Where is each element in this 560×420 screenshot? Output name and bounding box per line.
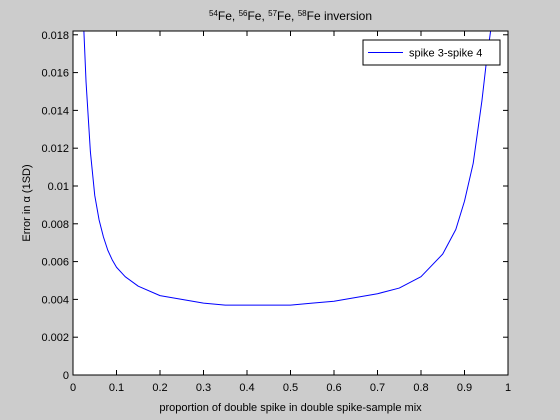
series-line-spike-3-spike-4 bbox=[83, 30, 492, 306]
x-tick-label: 0.6 bbox=[326, 382, 341, 394]
title-superscript: 58 bbox=[298, 9, 307, 18]
title-text: Fe, bbox=[277, 9, 298, 23]
x-tick-label: 0.5 bbox=[283, 382, 298, 394]
x-tick-label: 0.2 bbox=[152, 382, 167, 394]
x-tick-label: 0.3 bbox=[196, 382, 211, 394]
axis-ticks: 0 0.1 0.2 0.3 0.4 0.5 0.6 0.7 0.8 0.9 1 0 0.002 0.004… bbox=[41, 30, 511, 394]
y-tick-label: 0.018 bbox=[41, 30, 69, 42]
y-tick-label: 0.004 bbox=[41, 294, 69, 306]
y-tick-label: 0.01 bbox=[48, 181, 69, 193]
x-tick-label: 0.4 bbox=[239, 382, 254, 394]
x-tick-label: 0 bbox=[70, 382, 76, 394]
y-tick-label: 0 bbox=[63, 370, 69, 382]
chart-title: 54Fe, 56Fe, 57Fe, 58Fe inversion bbox=[209, 9, 372, 24]
x-tick-label: 0.1 bbox=[109, 382, 124, 394]
series-lines bbox=[83, 30, 492, 306]
title-text: Fe, bbox=[247, 9, 268, 23]
legend: spike 3-spike 4 bbox=[362, 39, 501, 66]
y-tick-label: 0.002 bbox=[41, 332, 69, 344]
x-tick-label: 1 bbox=[505, 382, 511, 394]
y-axis-label: Error in α (1SD) bbox=[21, 164, 33, 241]
title-superscript: 54 bbox=[209, 9, 218, 18]
title-text: Fe, bbox=[218, 9, 239, 23]
title-text: Fe inversion bbox=[307, 9, 372, 23]
legend-label: spike 3-spike 4 bbox=[409, 48, 482, 60]
x-tick-label: 0.7 bbox=[370, 382, 385, 394]
y-tick-label: 0.014 bbox=[41, 105, 69, 117]
y-tick-label: 0.016 bbox=[41, 68, 69, 80]
axes-box bbox=[72, 30, 509, 376]
plot-area bbox=[73, 31, 508, 375]
title-superscript: 57 bbox=[268, 9, 277, 18]
y-tick-label: 0.012 bbox=[41, 143, 69, 155]
y-tick-label: 0.008 bbox=[41, 219, 69, 231]
y-tick-label: 0.006 bbox=[41, 257, 69, 269]
x-tick-label: 0.9 bbox=[457, 382, 472, 394]
title-superscript: 56 bbox=[239, 9, 248, 18]
x-axis-label: proportion of double spike in double spi… bbox=[159, 402, 422, 414]
x-tick-label: 0.8 bbox=[413, 382, 428, 394]
